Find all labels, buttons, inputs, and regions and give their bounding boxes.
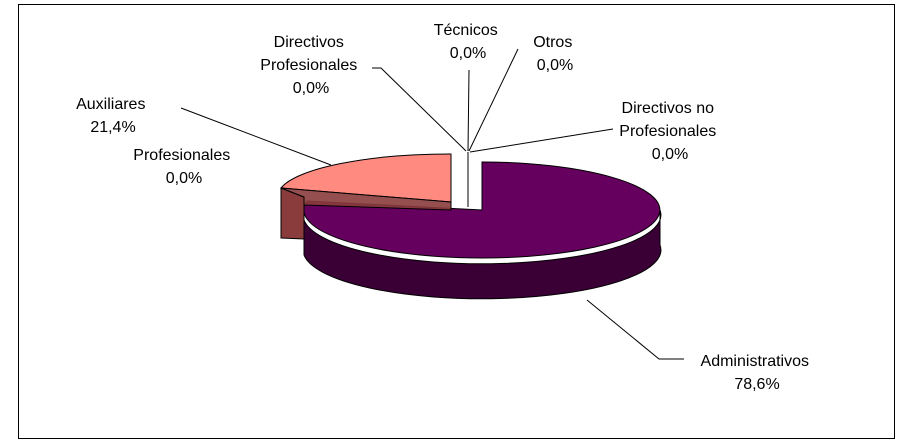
pie-chart: Administrativos 78,6% Auxiliares 21,4% P… — [76, 22, 814, 393]
leader-line-auxiliares — [180, 107, 332, 166]
slice-auxiliares — [280, 153, 452, 203]
slice-administrativos — [303, 161, 661, 259]
label-directivos-profesionales: Directivos Profesionales 0,0% — [260, 34, 361, 97]
label-profesionales: Profesionales 0,0% — [133, 147, 234, 187]
label-auxiliares: Auxiliares 21,4% — [76, 96, 150, 136]
leader-line-otros — [468, 48, 519, 152]
chart-frame: Administrativos 78,6% Auxiliares 21,4% P… — [18, 4, 895, 439]
leader-line-administrativos — [586, 299, 684, 360]
leader-line-directivos-profesionales — [372, 67, 467, 152]
slice-administrativos-side — [303, 209, 662, 300]
label-administrativos: Administrativos 78,6% — [701, 353, 814, 393]
label-otros: Otros 0,0% — [533, 34, 577, 74]
leader-line-tecnicos — [467, 69, 470, 152]
label-tecnicos: Técnicos 0,0% — [434, 22, 502, 62]
slice-auxiliares-front — [280, 187, 452, 211]
label-directivos-no-profesionales: Directivos no Profesionales 0,0% — [619, 100, 720, 163]
leader-line-directivos-no-profesionales — [469, 128, 614, 153]
